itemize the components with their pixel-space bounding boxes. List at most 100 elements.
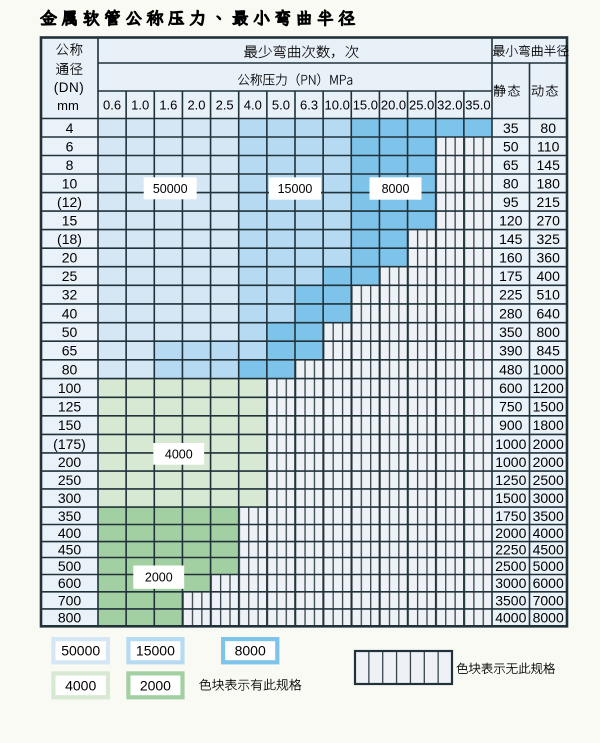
svg-text:2000: 2000 [495, 525, 526, 541]
svg-text:2000: 2000 [533, 454, 564, 470]
svg-text:125: 125 [58, 399, 82, 415]
svg-text:640: 640 [537, 305, 561, 321]
svg-text:700: 700 [58, 592, 82, 608]
svg-text:160: 160 [499, 250, 523, 266]
svg-text:4000: 4000 [533, 525, 564, 541]
svg-text:25.0: 25.0 [409, 97, 434, 112]
svg-text:120: 120 [499, 212, 523, 228]
svg-text:95: 95 [503, 194, 519, 210]
svg-text:15.0: 15.0 [353, 97, 378, 112]
svg-text:80: 80 [540, 120, 556, 136]
svg-text:360: 360 [537, 250, 561, 266]
svg-text:325: 325 [537, 231, 561, 247]
svg-text:1.0: 1.0 [131, 97, 149, 112]
svg-text:350: 350 [499, 324, 523, 340]
svg-text:35: 35 [503, 120, 519, 136]
svg-text:80: 80 [503, 175, 519, 191]
svg-text:200: 200 [58, 454, 82, 470]
svg-text:1.6: 1.6 [159, 97, 177, 112]
svg-text:0.6: 0.6 [103, 97, 121, 112]
svg-text:1500: 1500 [495, 490, 526, 506]
svg-text:3500: 3500 [533, 508, 564, 524]
svg-text:5.0: 5.0 [272, 97, 290, 112]
svg-text:845: 845 [537, 343, 561, 359]
svg-text:50: 50 [503, 138, 519, 154]
svg-text:6: 6 [66, 138, 74, 154]
svg-text:50000: 50000 [61, 643, 100, 659]
svg-text:6.3: 6.3 [300, 97, 318, 112]
svg-text:145: 145 [499, 231, 523, 247]
svg-text:400: 400 [58, 525, 82, 541]
svg-text:2000: 2000 [533, 436, 564, 452]
svg-text:65: 65 [62, 343, 78, 359]
svg-text:1000: 1000 [495, 454, 526, 470]
svg-text:2250: 2250 [495, 542, 526, 558]
svg-text:2000: 2000 [145, 571, 173, 585]
svg-text:300: 300 [58, 490, 82, 506]
svg-text:800: 800 [58, 610, 82, 626]
svg-text:145: 145 [537, 157, 561, 173]
svg-text:1500: 1500 [533, 399, 564, 415]
svg-text:280: 280 [499, 305, 523, 321]
svg-text:110: 110 [537, 138, 560, 154]
svg-text:4000: 4000 [495, 610, 526, 626]
svg-text:100: 100 [58, 380, 82, 396]
svg-text:4000: 4000 [165, 447, 193, 461]
svg-text:1800: 1800 [533, 417, 564, 433]
svg-text:10.0: 10.0 [325, 97, 350, 112]
svg-text:4: 4 [66, 120, 74, 136]
svg-text:25: 25 [62, 268, 78, 284]
svg-text:32: 32 [62, 287, 78, 303]
svg-text:900: 900 [499, 417, 523, 433]
svg-text:150: 150 [58, 417, 82, 433]
svg-text:20.0: 20.0 [381, 97, 406, 112]
svg-text:2.5: 2.5 [216, 97, 234, 112]
svg-text:4.0: 4.0 [244, 97, 262, 112]
svg-text:35.0: 35.0 [465, 97, 490, 112]
svg-text:(175): (175) [53, 436, 86, 452]
svg-text:8000: 8000 [533, 610, 564, 626]
svg-text:390: 390 [499, 343, 523, 359]
svg-text:4000: 4000 [65, 677, 96, 693]
svg-text:8: 8 [66, 157, 74, 173]
svg-text:480: 480 [499, 361, 523, 377]
svg-text:50: 50 [62, 324, 78, 340]
svg-text:750: 750 [499, 399, 523, 415]
svg-text:40: 40 [62, 305, 78, 321]
svg-text:(12): (12) [57, 194, 82, 210]
svg-text:400: 400 [537, 268, 561, 284]
svg-text:270: 270 [537, 212, 561, 228]
svg-text:2000: 2000 [140, 677, 171, 693]
svg-text:50000: 50000 [153, 182, 188, 196]
svg-text:3500: 3500 [495, 592, 526, 608]
svg-text:32.0: 32.0 [437, 97, 462, 112]
svg-text:180: 180 [537, 175, 561, 191]
svg-text:1000: 1000 [495, 436, 526, 452]
svg-text:15000: 15000 [136, 643, 175, 659]
svg-text:7000: 7000 [533, 592, 564, 608]
svg-text:8000: 8000 [382, 182, 410, 196]
svg-text:mm: mm [57, 98, 79, 113]
svg-text:510: 510 [537, 287, 561, 303]
svg-text:15000: 15000 [278, 182, 313, 196]
svg-text:(DN): (DN) [54, 80, 85, 95]
svg-text:1250: 1250 [495, 472, 526, 488]
svg-text:250: 250 [58, 472, 82, 488]
svg-text:3000: 3000 [533, 490, 564, 506]
svg-text:20: 20 [62, 250, 78, 266]
svg-text:600: 600 [58, 575, 82, 591]
svg-text:6000: 6000 [533, 575, 564, 591]
svg-text:1750: 1750 [495, 508, 526, 524]
svg-text:350: 350 [58, 508, 82, 524]
svg-text:8000: 8000 [235, 643, 266, 659]
svg-text:2500: 2500 [495, 558, 526, 574]
svg-text:65: 65 [503, 157, 519, 173]
svg-text:5000: 5000 [533, 558, 564, 574]
svg-text:225: 225 [499, 287, 523, 303]
svg-text:4500: 4500 [533, 542, 564, 558]
svg-text:15: 15 [62, 212, 78, 228]
svg-text:800: 800 [537, 324, 561, 340]
svg-text:80: 80 [62, 361, 78, 377]
svg-text:215: 215 [537, 194, 561, 210]
svg-text:450: 450 [58, 542, 82, 558]
